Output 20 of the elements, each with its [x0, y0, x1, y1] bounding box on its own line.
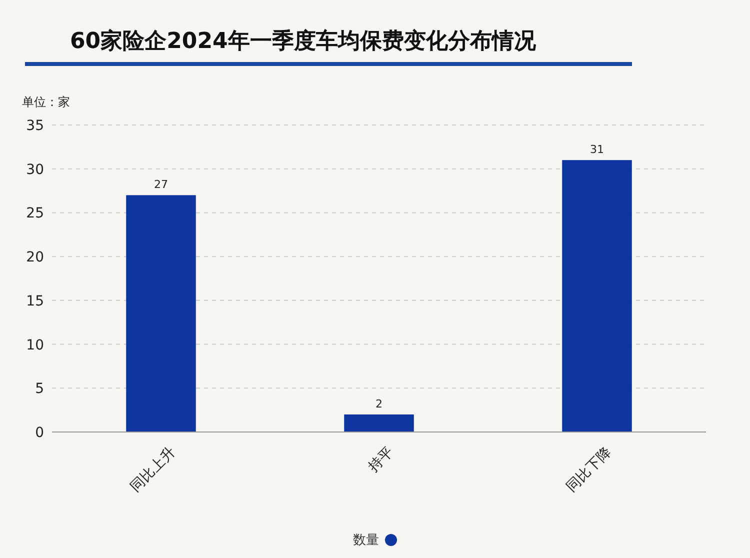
y-tick-label: 10: [26, 337, 44, 354]
y-tick-label: 0: [35, 425, 44, 441]
x-tick-label: 同比下降: [564, 444, 615, 496]
y-tick-label: 25: [26, 206, 44, 222]
y-tick-label: 30: [26, 162, 44, 178]
bar: [562, 160, 632, 432]
y-tick-label: 35: [26, 118, 44, 134]
chart-title: 60家险企2024年一季度车均保费变化分布情况: [70, 28, 537, 54]
data-label: 27: [154, 178, 168, 192]
bar: [126, 195, 196, 432]
x-tick-label: 同比上升: [128, 444, 179, 496]
x-tick-label: 持平: [366, 444, 397, 476]
y-axis-title: 单位：家: [22, 95, 70, 109]
y-tick-label: 20: [26, 250, 44, 266]
legend-label: 数量: [353, 533, 379, 548]
y-tick-label: 15: [26, 293, 44, 310]
data-label: 2: [376, 397, 382, 410]
y-tick-label: 5: [35, 381, 44, 398]
bar: [344, 414, 414, 432]
data-label: 31: [590, 143, 604, 156]
